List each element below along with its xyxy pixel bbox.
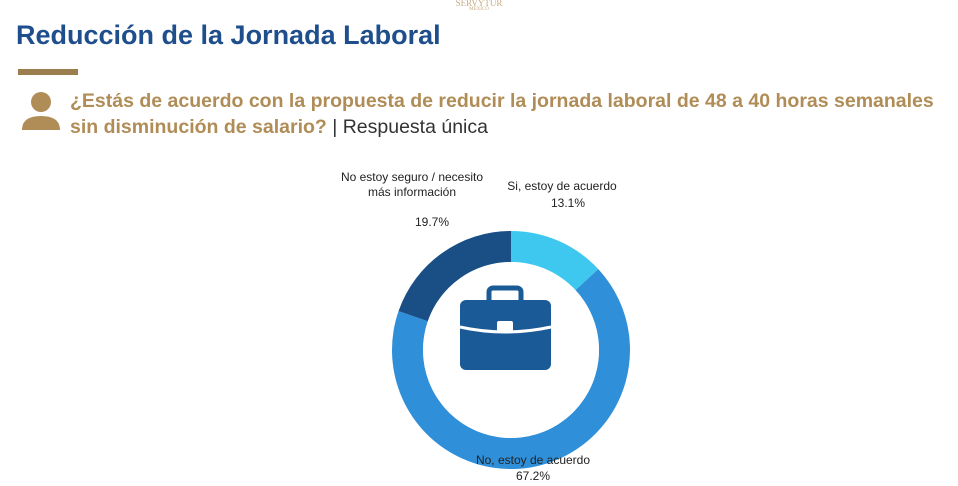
slice-label: Si, estoy de acuerdo <box>507 179 617 193</box>
accent-bar <box>18 69 78 75</box>
slice <box>511 231 599 291</box>
briefcase-icon <box>459 285 552 370</box>
subtitle: ¿Estás de acuerdo con la propuesta de re… <box>70 90 934 138</box>
value-label: 13.1% <box>550 196 586 210</box>
title: Reducción de la Jornada Laboral <box>16 20 441 50</box>
note: | Respuesta única <box>332 116 488 138</box>
question: ¿Estás de acuerdo con la propuesta de re… <box>70 88 950 140</box>
slice <box>398 231 511 322</box>
brand-sub: MÉXICO <box>469 7 489 12</box>
slice-label: No, estoy de acuerdo <box>475 453 591 467</box>
person-icon <box>22 92 60 130</box>
value-label: 67.2% <box>515 469 551 483</box>
brand: SERVYTUR <box>455 0 503 8</box>
value-label: 19.7% <box>414 215 450 229</box>
slice <box>392 269 631 469</box>
slice-label: No estoy seguro / necesito más informaci… <box>340 170 484 199</box>
